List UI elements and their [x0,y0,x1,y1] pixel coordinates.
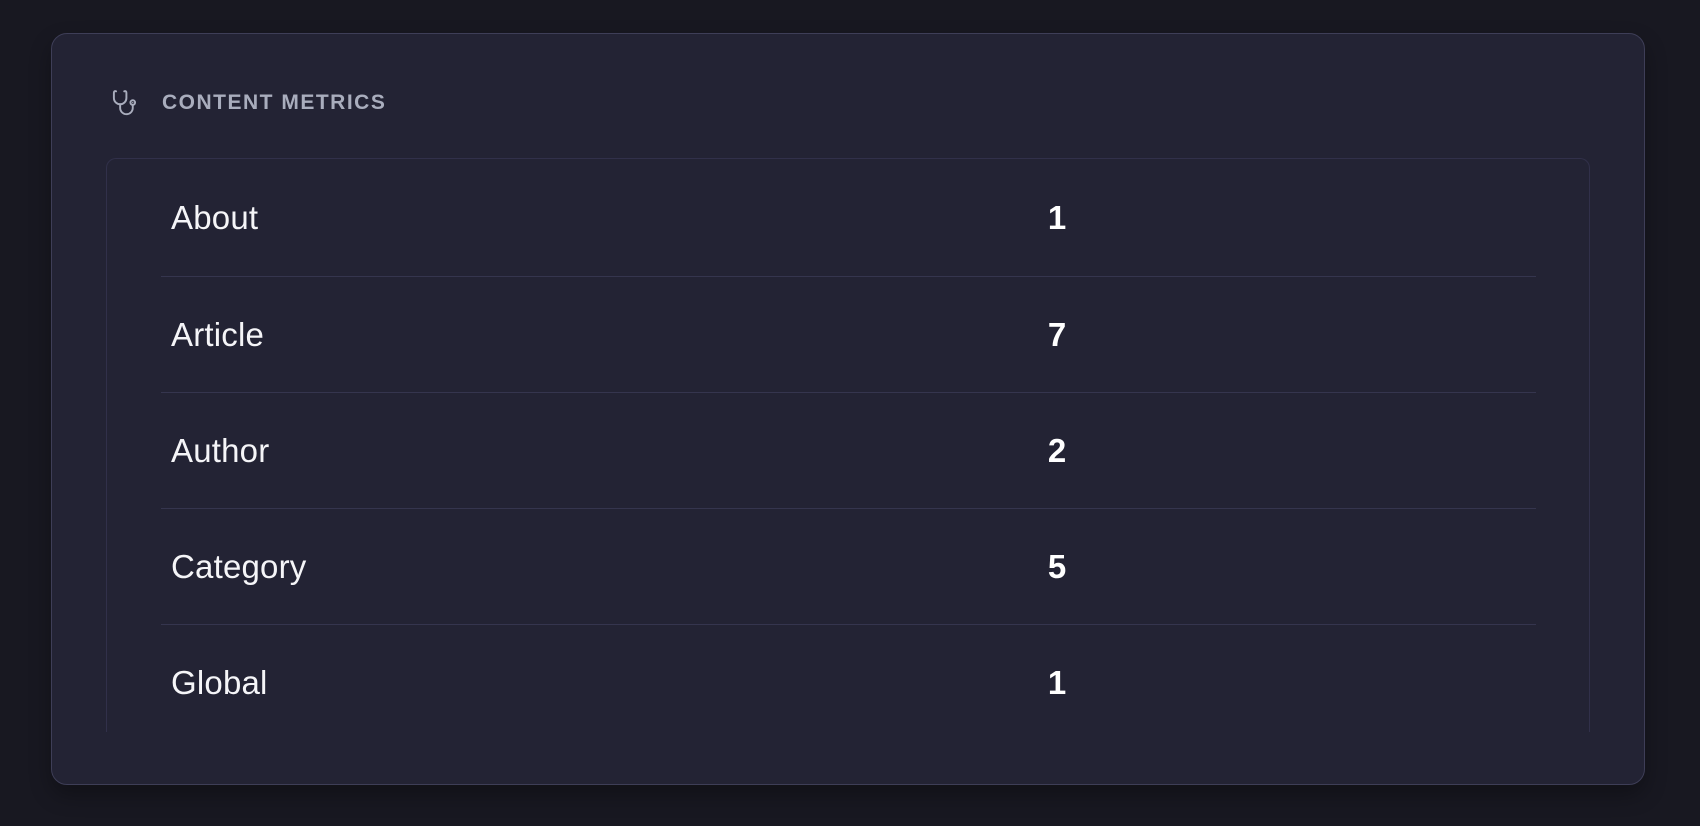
metric-label: Article [171,316,265,353]
stethoscope-icon [111,88,137,118]
metric-value: 1 [1047,664,1067,701]
metric-row: Article 7 [107,277,1589,393]
metric-label: About [171,199,259,236]
metric-label: Global [171,664,268,701]
card-title: CONTENT METRICS [162,91,387,114]
metric-value: 2 [1047,432,1067,469]
metric-value: 1 [1047,199,1067,236]
metric-row: Global 1 [107,625,1589,732]
metrics-list: About 1 Article 7 Author 2 Category 5 Gl… [106,158,1590,732]
metric-label: Category [171,548,307,585]
metric-row: Category 5 [107,509,1589,625]
metric-value: 5 [1047,548,1067,585]
metric-label: Author [171,432,270,469]
metric-row: Author 2 [107,393,1589,509]
metric-row: About 1 [107,159,1589,277]
content-metrics-card: CONTENT METRICS About 1 Article 7 Author… [51,33,1645,785]
metric-value: 7 [1047,316,1067,353]
card-header: CONTENT METRICS [106,88,1590,118]
